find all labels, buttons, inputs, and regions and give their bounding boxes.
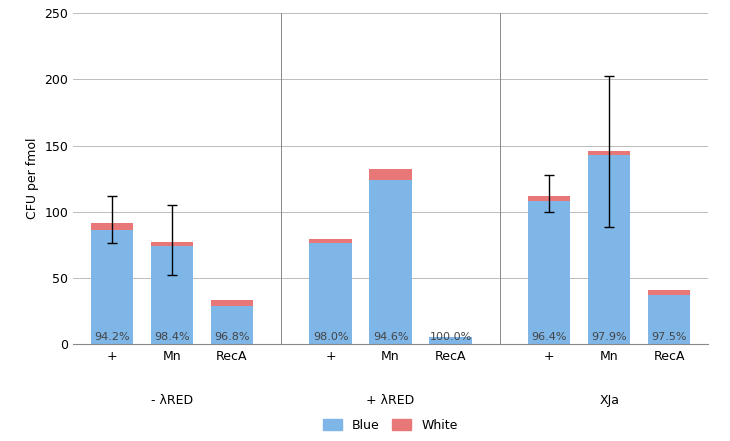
Bar xyxy=(150,246,193,344)
Bar xyxy=(369,169,412,180)
Text: 94.2%: 94.2% xyxy=(94,332,130,342)
Text: 98.0%: 98.0% xyxy=(313,332,348,342)
Bar xyxy=(91,230,133,344)
Text: 96.4%: 96.4% xyxy=(531,332,567,342)
Text: 98.4%: 98.4% xyxy=(154,332,190,342)
Bar xyxy=(648,291,691,295)
Text: 96.8%: 96.8% xyxy=(214,332,250,342)
Text: - λRED: - λRED xyxy=(150,394,193,407)
Legend: Blue, White: Blue, White xyxy=(318,414,463,437)
Text: 97.5%: 97.5% xyxy=(652,332,687,342)
Bar xyxy=(310,243,352,344)
Bar xyxy=(588,152,631,155)
Bar xyxy=(150,242,193,246)
Text: 100.0%: 100.0% xyxy=(429,332,472,342)
Bar xyxy=(588,155,631,344)
Text: XJa: XJa xyxy=(599,394,619,407)
Text: 94.6%: 94.6% xyxy=(373,332,408,342)
Bar xyxy=(310,239,352,243)
Bar xyxy=(210,306,253,344)
Bar xyxy=(210,300,253,306)
Bar xyxy=(528,201,570,344)
Bar xyxy=(369,180,412,344)
Bar xyxy=(648,295,691,344)
Bar xyxy=(429,337,472,344)
Y-axis label: CFU per fmol: CFU per fmol xyxy=(26,138,39,219)
Bar xyxy=(91,223,133,230)
Bar xyxy=(528,196,570,201)
Text: 97.9%: 97.9% xyxy=(591,332,627,342)
Text: + λRED: + λRED xyxy=(366,394,415,407)
